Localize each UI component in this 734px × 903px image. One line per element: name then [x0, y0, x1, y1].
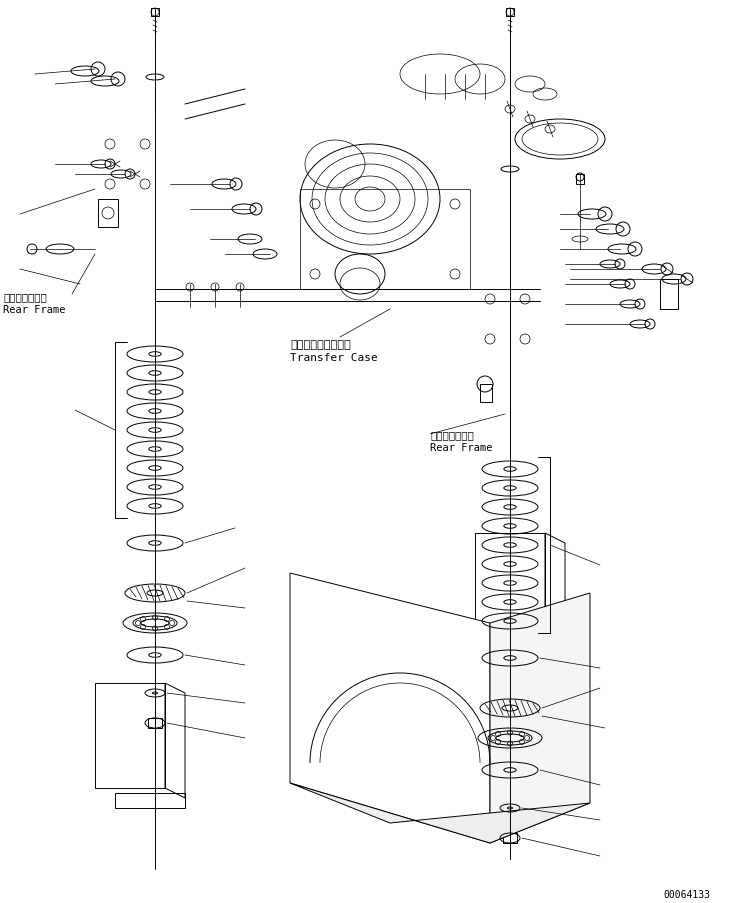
Bar: [506, 9, 514, 17]
Bar: [148, 718, 162, 728]
Text: Rear Frame: Rear Frame: [430, 442, 493, 452]
Polygon shape: [290, 573, 490, 843]
Bar: [480, 385, 492, 403]
Bar: [300, 190, 470, 290]
Bar: [660, 280, 678, 310]
Bar: [503, 833, 517, 843]
Text: Transfer Case: Transfer Case: [290, 352, 378, 363]
Bar: [576, 175, 584, 185]
Text: リヤーフレーム: リヤーフレーム: [3, 292, 47, 302]
Text: 00064133: 00064133: [663, 889, 710, 899]
Text: Rear Frame: Rear Frame: [3, 304, 65, 314]
Polygon shape: [290, 783, 590, 843]
Polygon shape: [490, 593, 590, 843]
Text: トランスファケース: トランスファケース: [290, 340, 351, 349]
Bar: [151, 9, 159, 17]
Text: リヤーフレーム: リヤーフレーム: [430, 430, 473, 440]
Bar: [98, 200, 118, 228]
